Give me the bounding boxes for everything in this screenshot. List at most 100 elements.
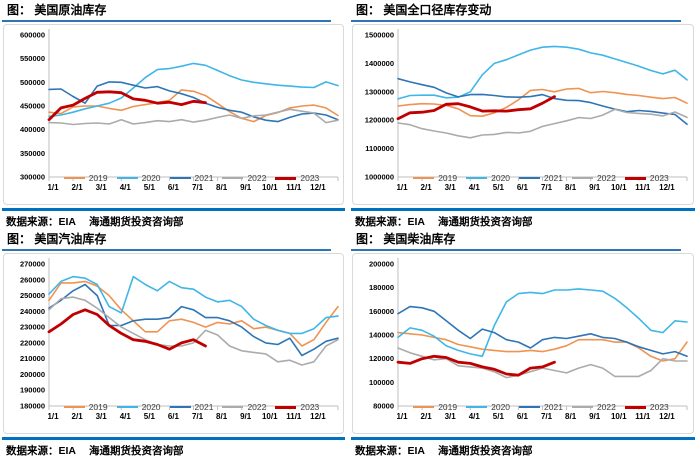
x-tick-label: 9/1 [589,183,601,192]
x-tick-label: 5/1 [493,183,505,192]
y-tick-label: 450000 [20,102,45,111]
panel-total-inventory: 图： 美国全口径库存变动 1500000 1400000 1300000 120000… [349,0,699,229]
x-tick-label: 2/1 [421,412,433,421]
x-tick-label: 1/1 [396,183,408,192]
chart-gasoline-inventory: 270000 260000 250000 240000 230000 220000 2100… [3,253,344,434]
x-tick-label: 1/1 [47,412,59,421]
series-line-2021 [397,305,688,358]
x-tick-label: 6/1 [168,183,180,192]
x-tick-label: 4/1 [469,412,481,421]
x-tick-label: 11/1 [286,412,302,421]
y-tick-label: 1200000 [365,116,394,125]
y-tick-label: 250000 [20,291,45,300]
x-tick-label: 1/1 [396,412,408,421]
source-label: 数据来源：EIA [355,445,426,457]
chart-plot: 1500000 1400000 1300000 1200000 1100000 10000… [365,29,688,192]
y-tick-label: 600000 [20,31,45,40]
x-tick-label: 9/1 [589,412,601,421]
series-line-2023 [47,308,207,351]
x-tick-label: 8/1 [565,183,577,192]
chart-plot: 600000 550000 500000 450000 400000 350000 3000… [20,29,339,192]
x-tick-label: 6/1 [168,412,180,421]
separator-bar [2,208,345,211]
x-tick-label: 4/1 [469,183,481,192]
x-tick-label: 6/1 [517,183,529,192]
x-tick-label: 10/1 [611,412,627,421]
x-tick-label: 10/1 [611,183,627,192]
series-line-2021 [48,283,339,357]
x-tick-label: 3/1 [445,412,457,421]
x-tick-label: 2/1 [421,183,433,192]
series-line-2021 [48,81,339,123]
x-tick-label: 3/1 [96,412,108,421]
x-tick-label: 3/1 [445,183,457,192]
series-line-2019 [397,331,688,362]
y-tick-label: 1500000 [365,31,394,40]
series-line-2020 [397,288,688,358]
x-tick-label: 10/1 [262,183,278,192]
x-tick-label: 8/1 [216,412,228,421]
y-tick-label: 1000000 [365,173,394,182]
y-tick-label: 230000 [20,323,45,332]
series-line-2020 [48,62,339,118]
y-tick-label: 190000 [20,386,45,395]
series-line-2022 [397,108,688,139]
source-org: 海通期货投资咨询部 [89,445,184,457]
chart-title: 图： 美国原油库存 [2,2,331,22]
source-row: 数据来源：EIA 海通期货投资咨询部 [351,440,696,458]
x-tick-label: 11/1 [635,412,651,421]
x-tick-label: 7/1 [192,183,204,192]
x-tick-label: 11/1 [286,183,302,192]
chart-title: 图： 美国全口径库存变动 [351,2,681,22]
series-line-2020 [48,275,339,335]
y-tick-label: 400000 [20,125,45,134]
x-tick-label: 5/1 [144,412,156,421]
y-tick-label: 1100000 [365,144,394,153]
x-tick-label: 4/1 [120,412,132,421]
chart-title: 图： 美国柴油库存 [351,231,681,251]
x-tick-label: 7/1 [541,412,553,421]
x-tick-label: 12/1 [659,183,675,192]
chart-plot: 270000 260000 250000 240000 230000 220000 2100… [20,258,339,421]
separator-bar [351,208,695,211]
y-tick-label: 550000 [20,54,45,63]
x-tick-label: 5/1 [144,183,156,192]
x-tick-label: 2/1 [72,412,84,421]
panel-gasoline-inventory: 图： 美国汽油库存 270000 260000 250000 240000 230000… [0,229,349,459]
separator-bar [351,437,695,440]
x-tick-label: 12/1 [310,412,326,421]
panel-crude-inventory: 图： 美国原油库存 600000 550000 500000 450000 400000… [0,0,349,229]
chart-plot: 200000 180000 160000 140000 120000 100000 8000… [369,258,688,421]
y-tick-label: 300000 [20,173,45,182]
x-tick-label: 9/1 [240,412,252,421]
x-tick-label: 7/1 [192,412,204,421]
y-tick-label: 180000 [20,402,45,411]
y-tick-label: 200000 [20,370,45,379]
x-tick-label: 2/1 [72,183,84,192]
source-row: 数据来源：EIA 海通期货投资咨询部 [2,440,346,458]
source-org: 海通期货投资咨询部 [438,445,533,457]
y-tick-label: 240000 [20,307,45,316]
series-line-2022 [48,296,339,366]
x-tick-label: 8/1 [216,183,228,192]
x-tick-label: 7/1 [541,183,553,192]
series-line-2020 [397,45,688,100]
y-tick-label: 260000 [20,275,45,284]
x-tick-label: 3/1 [96,183,108,192]
separator-bar [2,437,345,440]
y-tick-label: 120000 [369,354,394,363]
source-label: 数据来源：EIA [6,445,77,457]
x-tick-label: 5/1 [493,412,505,421]
y-tick-label: 350000 [20,149,45,158]
chart-title: 图： 美国汽油库存 [2,231,331,251]
source-label: 数据来源：EIA [6,216,77,228]
y-tick-label: 180000 [369,283,394,292]
y-tick-label: 1300000 [365,87,394,96]
source-row: 数据来源：EIA 海通期货投资咨询部 [351,211,696,229]
series-line-2023 [396,354,556,377]
y-tick-label: 1400000 [365,59,394,68]
chart-crude-inventory: 600000 550000 500000 450000 400000 350000 3000… [3,24,344,205]
y-tick-label: 270000 [20,260,45,269]
source-row: 数据来源：EIA 海通期货投资咨询部 [2,211,346,229]
